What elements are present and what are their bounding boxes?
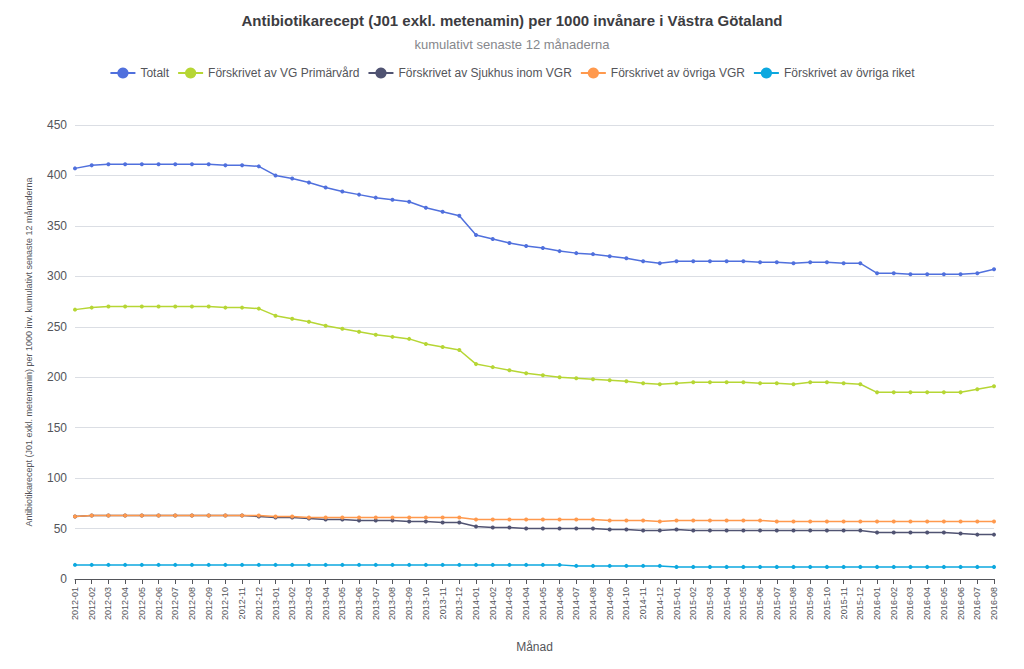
svg-text:2015-01: 2015-01 — [672, 587, 682, 620]
svg-text:2012-10: 2012-10 — [220, 587, 230, 620]
svg-text:2015-12: 2015-12 — [855, 587, 865, 620]
svg-text:2015-04: 2015-04 — [722, 587, 732, 620]
svg-text:2012-07: 2012-07 — [170, 587, 180, 620]
svg-text:2013-07: 2013-07 — [371, 587, 381, 620]
svg-text:2015-07: 2015-07 — [772, 587, 782, 620]
svg-text:450: 450 — [47, 118, 67, 132]
svg-text:2012-04: 2012-04 — [120, 587, 130, 620]
svg-text:2013-02: 2013-02 — [287, 587, 297, 620]
svg-text:2013-08: 2013-08 — [387, 587, 397, 620]
svg-text:2012-11: 2012-11 — [237, 587, 247, 619]
svg-text:2014-11: 2014-11 — [638, 587, 648, 619]
svg-text:350: 350 — [47, 219, 67, 233]
svg-text:2012-08: 2012-08 — [187, 587, 197, 620]
svg-text:2014-10: 2014-10 — [621, 587, 631, 620]
svg-text:2016-01: 2016-01 — [872, 587, 882, 620]
svg-text:400: 400 — [47, 168, 67, 182]
svg-text:2014-09: 2014-09 — [605, 587, 615, 620]
svg-text:Antibiotikarecept (J01 exkl. m: Antibiotikarecept (J01 exkl. metenamin) … — [241, 12, 782, 29]
svg-text:2016-02: 2016-02 — [889, 587, 899, 620]
svg-text:300: 300 — [47, 269, 67, 283]
svg-text:2013-05: 2013-05 — [337, 587, 347, 620]
svg-text:2015-11: 2015-11 — [839, 587, 849, 619]
svg-text:2013-03: 2013-03 — [304, 587, 314, 620]
svg-text:2013-11: 2013-11 — [438, 587, 448, 619]
svg-text:2015-08: 2015-08 — [788, 587, 798, 620]
svg-text:kumulativt senaste 12 månadern: kumulativt senaste 12 månaderna — [414, 37, 610, 52]
svg-text:2014-02: 2014-02 — [488, 587, 498, 620]
svg-text:2016-07: 2016-07 — [972, 587, 982, 620]
svg-text:0: 0 — [60, 572, 67, 586]
svg-text:2013-06: 2013-06 — [354, 587, 364, 620]
svg-text:2016-05: 2016-05 — [939, 587, 949, 620]
svg-text:2014-05: 2014-05 — [538, 587, 548, 620]
svg-text:2012-05: 2012-05 — [137, 587, 147, 620]
svg-text:2015-05: 2015-05 — [738, 587, 748, 620]
svg-text:200: 200 — [47, 370, 67, 384]
svg-text:50: 50 — [54, 522, 68, 536]
svg-text:Förskrivet av övriga VGR: Förskrivet av övriga VGR — [611, 66, 745, 80]
svg-text:250: 250 — [47, 320, 67, 334]
svg-text:2014-08: 2014-08 — [588, 587, 598, 620]
svg-text:2013-04: 2013-04 — [321, 587, 331, 620]
svg-text:2016-04: 2016-04 — [922, 587, 932, 620]
svg-text:2012-02: 2012-02 — [87, 587, 97, 620]
svg-text:2012-03: 2012-03 — [103, 587, 113, 620]
svg-text:2013-09: 2013-09 — [404, 587, 414, 620]
svg-text:2016-06: 2016-06 — [956, 587, 966, 620]
svg-text:2014-04: 2014-04 — [521, 587, 531, 620]
svg-text:2012-01: 2012-01 — [70, 587, 80, 620]
svg-text:2014-12: 2014-12 — [655, 587, 665, 620]
svg-text:2014-01: 2014-01 — [471, 587, 481, 620]
svg-text:2012-09: 2012-09 — [204, 587, 214, 620]
svg-text:2012-06: 2012-06 — [154, 587, 164, 620]
svg-text:2015-03: 2015-03 — [705, 587, 715, 620]
svg-text:100: 100 — [47, 471, 67, 485]
svg-text:2014-06: 2014-06 — [555, 587, 565, 620]
svg-text:2014-03: 2014-03 — [504, 587, 514, 620]
svg-text:Totalt: Totalt — [140, 66, 169, 80]
svg-text:2014-07: 2014-07 — [571, 587, 581, 620]
svg-text:2013-10: 2013-10 — [421, 587, 431, 620]
svg-text:2013-01: 2013-01 — [271, 587, 281, 620]
svg-text:2015-09: 2015-09 — [805, 587, 815, 620]
svg-text:150: 150 — [47, 421, 67, 435]
svg-text:Månad: Månad — [516, 640, 553, 654]
svg-text:2016-08: 2016-08 — [989, 587, 999, 620]
svg-text:2015-10: 2015-10 — [822, 587, 832, 620]
svg-text:2012-12: 2012-12 — [254, 587, 264, 620]
svg-text:Förskrivet av övriga riket: Förskrivet av övriga riket — [784, 66, 915, 80]
svg-text:Antibiotikarecept (J01 exkl. m: Antibiotikarecept (J01 exkl. metenamin) … — [24, 177, 34, 526]
svg-text:Förskrivet av Sjukhus inom VGR: Förskrivet av Sjukhus inom VGR — [398, 66, 572, 80]
svg-text:2015-06: 2015-06 — [755, 587, 765, 620]
svg-text:Förskrivet av VG Primärvård: Förskrivet av VG Primärvård — [208, 66, 359, 80]
svg-text:2015-02: 2015-02 — [688, 587, 698, 620]
svg-text:2016-03: 2016-03 — [905, 587, 915, 620]
svg-text:2013-12: 2013-12 — [454, 587, 464, 620]
